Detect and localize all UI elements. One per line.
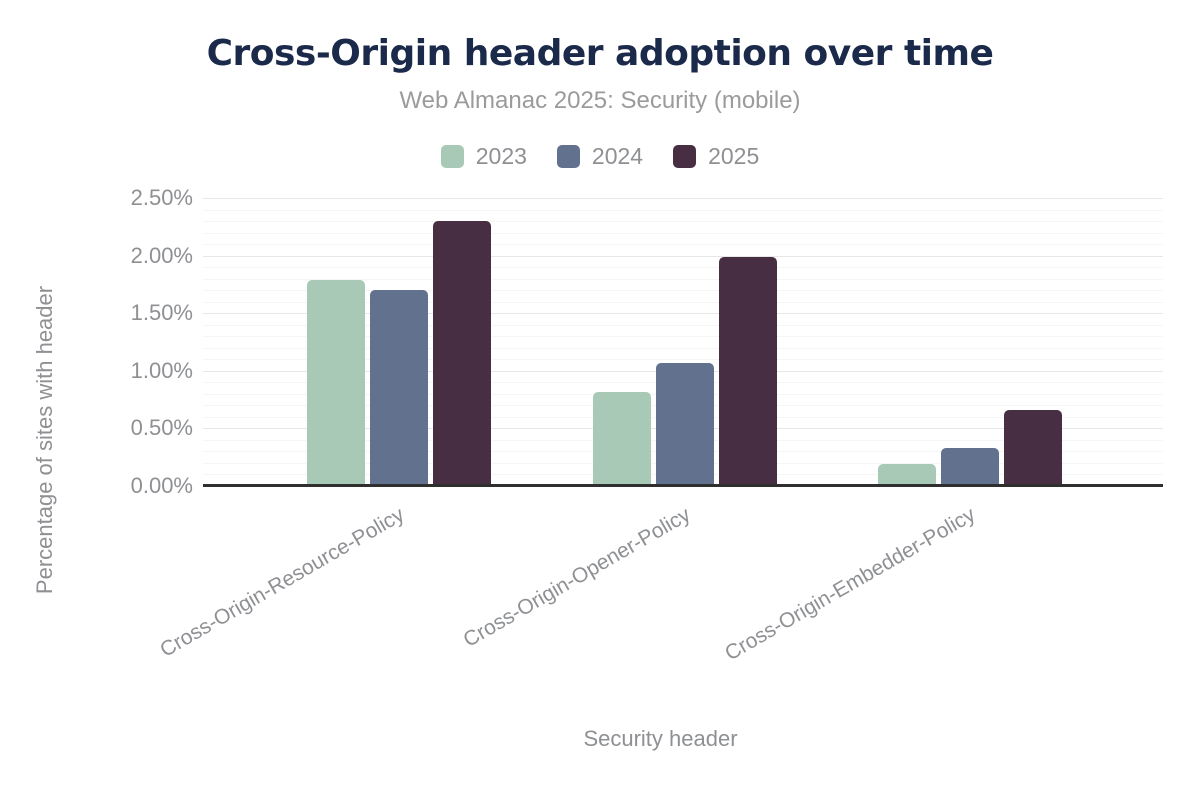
bar-2025-Cross-Origin-Resource-Policy[interactable] [433, 221, 491, 486]
legend-swatch-2025 [673, 145, 697, 168]
bar-2025-Cross-Origin-Embedder-Policy[interactable] [1004, 409, 1062, 486]
x-tick-label: Cross-Origin-Opener-Policy [459, 503, 694, 652]
y-tick-label: 1.50% [130, 300, 193, 326]
legend-label-2023: 2023 [475, 143, 527, 169]
y-tick-label: 2.50% [130, 185, 193, 210]
y-tick-label: 2.00% [130, 242, 193, 268]
major-gridline [203, 255, 1163, 257]
major-gridline [203, 198, 1163, 199]
y-tick-label: 1.00% [130, 357, 193, 383]
minor-gridline [203, 232, 1163, 234]
chart-title: Cross-Origin header adoption over time [206, 33, 994, 74]
minor-gridline [203, 336, 1163, 338]
minor-gridline [203, 267, 1163, 269]
x-axis-line [203, 484, 1163, 487]
plot-area [203, 198, 1163, 486]
minor-gridline [203, 209, 1163, 211]
x-tick-label: Cross-Origin-Embedder-Policy [721, 503, 980, 666]
legend-label-2024: 2024 [591, 143, 644, 169]
x-axis-title: Security header [583, 726, 738, 751]
bar-2024-Cross-Origin-Opener-Policy[interactable] [655, 362, 714, 486]
y-tick-label: 0.00% [130, 473, 193, 498]
x-tick-label: Cross-Origin-Resource-Policy [156, 503, 409, 662]
bar-2023-Cross-Origin-Resource-Policy[interactable] [307, 279, 365, 486]
legend-swatch-2024 [556, 145, 580, 168]
chart-subtitle: Web Almanac 2025: Security (mobile) [399, 87, 801, 114]
legend-item-2023[interactable]: 2023 [440, 143, 527, 170]
minor-gridline [203, 301, 1163, 303]
minor-gridline [203, 347, 1163, 349]
legend-item-2025[interactable]: 2025 [673, 143, 759, 170]
legend: 2023 2024 2025 [0, 143, 1200, 170]
minor-gridline [203, 324, 1163, 326]
bar-2023-Cross-Origin-Embedder-Policy[interactable] [878, 464, 936, 486]
minor-gridline [203, 359, 1163, 361]
bar-2025-Cross-Origin-Opener-Policy[interactable] [718, 256, 777, 486]
y-tick-label: 0.50% [130, 415, 193, 441]
bar-2024-Cross-Origin-Embedder-Policy[interactable] [941, 447, 999, 486]
bar-2024-Cross-Origin-Resource-Policy[interactable] [370, 290, 428, 486]
bar-2023-Cross-Origin-Opener-Policy[interactable] [592, 391, 651, 486]
minor-gridline [203, 278, 1163, 280]
legend-swatch-2023 [440, 145, 464, 168]
major-gridline [203, 313, 1163, 315]
legend-label-2025: 2025 [708, 143, 760, 169]
minor-gridline [203, 290, 1163, 292]
minor-gridline [203, 244, 1163, 246]
legend-item-2024[interactable]: 2024 [556, 143, 644, 170]
minor-gridline [203, 221, 1163, 223]
